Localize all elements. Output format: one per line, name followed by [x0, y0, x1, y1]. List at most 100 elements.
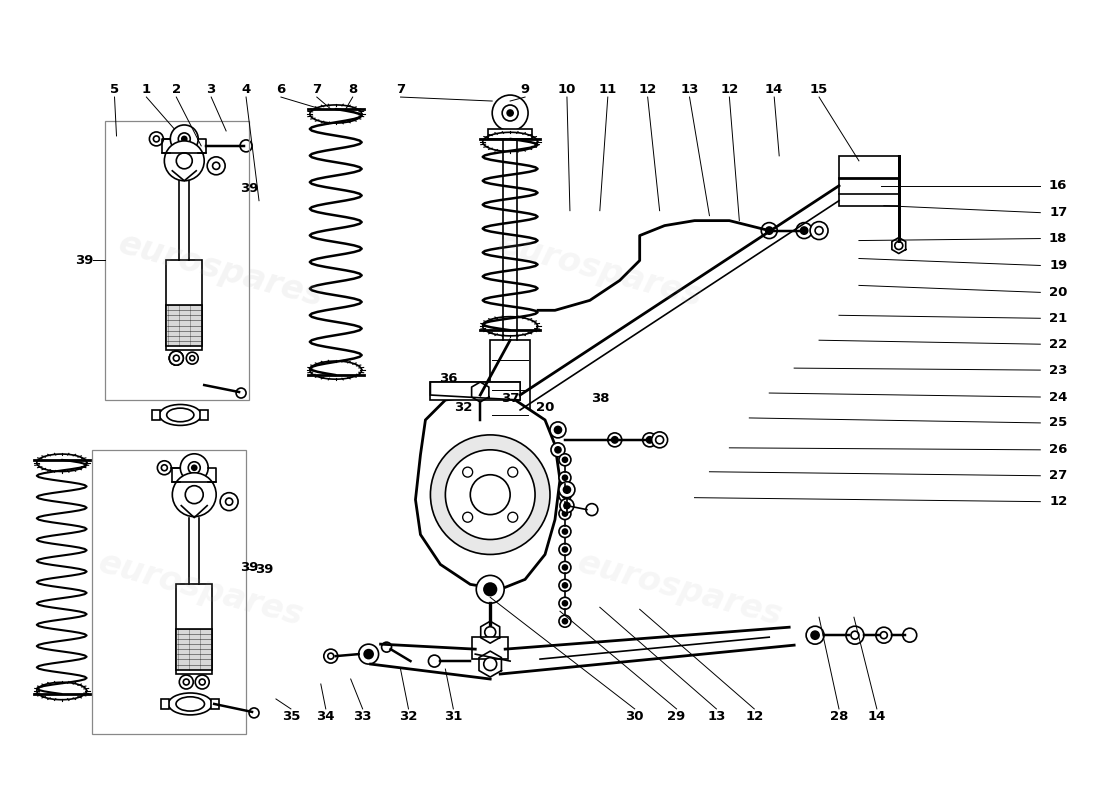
Circle shape: [562, 618, 568, 624]
Text: 33: 33: [353, 710, 372, 723]
Text: 25: 25: [1049, 417, 1067, 430]
Ellipse shape: [160, 405, 201, 426]
Text: eurospares: eurospares: [116, 227, 328, 314]
Circle shape: [586, 504, 597, 515]
Text: 39: 39: [76, 254, 94, 267]
Circle shape: [220, 493, 238, 510]
Text: 16: 16: [1049, 179, 1067, 192]
Polygon shape: [430, 382, 520, 400]
Text: 3: 3: [207, 82, 216, 95]
Text: 23: 23: [1049, 364, 1067, 377]
Circle shape: [323, 649, 338, 663]
Circle shape: [559, 543, 571, 555]
Circle shape: [766, 227, 773, 234]
Text: 39: 39: [255, 563, 273, 576]
Text: 32: 32: [399, 710, 418, 723]
Circle shape: [801, 227, 807, 234]
Circle shape: [556, 447, 561, 453]
Text: 7: 7: [312, 82, 321, 95]
Text: 9: 9: [520, 82, 529, 95]
Circle shape: [656, 436, 663, 444]
FancyBboxPatch shape: [166, 306, 202, 346]
Text: 28: 28: [829, 710, 848, 723]
Circle shape: [212, 162, 220, 170]
Text: 29: 29: [668, 710, 685, 723]
Circle shape: [846, 626, 864, 644]
Circle shape: [612, 437, 618, 443]
Circle shape: [359, 644, 378, 664]
Circle shape: [428, 655, 440, 667]
FancyBboxPatch shape: [162, 699, 169, 709]
Circle shape: [559, 482, 575, 498]
Text: 14: 14: [764, 82, 783, 95]
Circle shape: [484, 583, 496, 596]
Circle shape: [174, 355, 179, 361]
Circle shape: [249, 708, 258, 718]
Text: 27: 27: [1049, 470, 1067, 482]
Text: 8: 8: [348, 82, 358, 95]
Text: 6: 6: [276, 82, 286, 95]
Circle shape: [559, 472, 571, 484]
Text: eurospares: eurospares: [95, 546, 307, 633]
Circle shape: [564, 502, 570, 509]
Circle shape: [554, 426, 561, 434]
Text: 39: 39: [240, 182, 258, 195]
Circle shape: [562, 458, 568, 462]
Text: 15: 15: [810, 82, 828, 95]
Circle shape: [382, 642, 392, 652]
FancyBboxPatch shape: [166, 261, 202, 350]
Text: 11: 11: [598, 82, 617, 95]
Circle shape: [153, 136, 159, 142]
Text: 12: 12: [1049, 495, 1067, 508]
Circle shape: [188, 462, 200, 474]
Circle shape: [562, 547, 568, 552]
FancyBboxPatch shape: [488, 129, 532, 139]
Circle shape: [150, 132, 163, 146]
Circle shape: [651, 432, 668, 448]
Circle shape: [179, 675, 194, 689]
Text: 26: 26: [1049, 443, 1067, 456]
Text: 36: 36: [439, 371, 458, 385]
Circle shape: [559, 598, 571, 610]
Circle shape: [463, 467, 473, 477]
Circle shape: [169, 351, 184, 365]
Circle shape: [559, 562, 571, 574]
Circle shape: [173, 355, 179, 362]
Text: 10: 10: [558, 82, 576, 95]
FancyBboxPatch shape: [430, 382, 520, 400]
Ellipse shape: [176, 697, 205, 711]
Text: 19: 19: [1049, 259, 1067, 272]
Text: 37: 37: [500, 391, 519, 405]
Circle shape: [508, 467, 518, 477]
Text: 20: 20: [536, 402, 554, 414]
Circle shape: [811, 631, 819, 639]
Circle shape: [476, 575, 504, 603]
Circle shape: [903, 628, 916, 642]
Circle shape: [328, 653, 333, 659]
Text: 4: 4: [241, 82, 251, 95]
FancyBboxPatch shape: [472, 637, 508, 659]
Circle shape: [551, 443, 565, 457]
Circle shape: [178, 133, 190, 145]
Text: 1: 1: [142, 82, 151, 95]
Circle shape: [199, 679, 206, 685]
Text: 12: 12: [720, 82, 738, 95]
FancyBboxPatch shape: [176, 584, 212, 674]
FancyBboxPatch shape: [491, 340, 530, 430]
Circle shape: [560, 498, 574, 513]
Circle shape: [485, 626, 496, 638]
Circle shape: [173, 355, 179, 362]
Circle shape: [562, 583, 568, 588]
Text: 39: 39: [240, 561, 258, 574]
Circle shape: [559, 579, 571, 591]
Text: 32: 32: [454, 402, 473, 414]
Circle shape: [236, 388, 246, 398]
Polygon shape: [416, 395, 560, 590]
Circle shape: [562, 493, 568, 498]
Circle shape: [190, 356, 195, 361]
Circle shape: [647, 437, 652, 443]
Text: 7: 7: [396, 82, 405, 95]
Ellipse shape: [168, 693, 212, 715]
Text: 18: 18: [1049, 232, 1067, 245]
Circle shape: [796, 222, 812, 238]
